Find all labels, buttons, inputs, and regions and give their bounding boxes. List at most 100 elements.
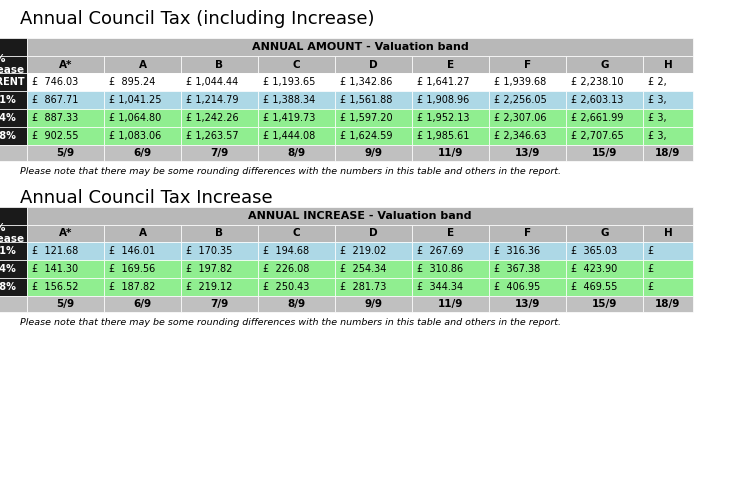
Text: G: G — [600, 60, 609, 70]
Text: £  344.34: £ 344.34 — [417, 282, 463, 292]
Bar — [489, 73, 566, 91]
Text: 18/9: 18/9 — [655, 148, 681, 158]
Text: £  141.30: £ 141.30 — [32, 264, 78, 274]
Text: 11/9: 11/9 — [438, 299, 463, 309]
Text: 15/9: 15/9 — [592, 148, 617, 158]
Text: Annual Council Tax (including Increase): Annual Council Tax (including Increase) — [20, 10, 374, 28]
Bar — [27, 109, 104, 127]
Text: ANNUAL INCREASE - Valuation band: ANNUAL INCREASE - Valuation band — [248, 211, 472, 221]
Bar — [489, 91, 566, 109]
Text: Annual Council Tax Increase: Annual Council Tax Increase — [20, 189, 273, 207]
Text: £ 1,242.26: £ 1,242.26 — [186, 113, 238, 123]
Text: £: £ — [648, 264, 657, 274]
Text: £ 2,: £ 2, — [648, 77, 667, 87]
Bar — [566, 260, 643, 278]
Bar — [181, 260, 258, 278]
Text: £ 1,561.88: £ 1,561.88 — [340, 95, 393, 105]
Text: B: B — [216, 228, 223, 238]
Bar — [0, 207, 27, 225]
Text: D: D — [369, 60, 378, 70]
Text: £: £ — [648, 246, 657, 256]
Bar — [0, 56, 27, 73]
Bar — [181, 278, 258, 296]
Bar — [181, 56, 258, 73]
Bar — [335, 91, 412, 109]
Text: £ 2,256.05: £ 2,256.05 — [494, 95, 547, 105]
Bar — [0, 73, 27, 91]
Text: E: E — [447, 60, 454, 70]
Bar — [0, 38, 27, 56]
Text: Please note that there may be some rounding differences with the numbers in this: Please note that there may be some round… — [20, 318, 561, 327]
Text: £ 1,388.34: £ 1,388.34 — [263, 95, 315, 105]
Text: £  219.02: £ 219.02 — [340, 246, 387, 256]
Text: 3.31%: 3.31% — [0, 95, 17, 105]
Bar — [104, 109, 181, 127]
Text: £  746.03: £ 746.03 — [32, 77, 78, 87]
Text: £  169.56: £ 169.56 — [109, 264, 155, 274]
Text: 13/9: 13/9 — [515, 299, 540, 309]
Bar — [566, 278, 643, 296]
Bar — [412, 91, 489, 109]
Bar — [27, 296, 104, 312]
Text: 6.98%: 6.98% — [0, 282, 17, 292]
Bar — [0, 91, 27, 109]
Bar — [0, 278, 27, 296]
Text: %
Increase: % Increase — [0, 222, 25, 244]
Text: H: H — [663, 228, 672, 238]
Text: £ 2,238.10: £ 2,238.10 — [571, 77, 623, 87]
Text: £ 1,939.68: £ 1,939.68 — [494, 77, 546, 87]
Text: C: C — [293, 228, 300, 238]
Text: 8/9: 8/9 — [287, 299, 305, 309]
Bar — [335, 242, 412, 260]
Text: 6/9: 6/9 — [133, 299, 152, 309]
Bar — [104, 145, 181, 161]
Bar — [566, 73, 643, 91]
Text: £ 1,444.08: £ 1,444.08 — [263, 131, 315, 141]
Bar — [0, 127, 27, 145]
Bar — [566, 56, 643, 73]
Text: £  170.35: £ 170.35 — [186, 246, 232, 256]
Bar — [566, 109, 643, 127]
Bar — [643, 127, 693, 145]
Bar — [27, 225, 104, 242]
Bar — [104, 278, 181, 296]
Bar — [0, 296, 27, 312]
Text: £ 1,985.61: £ 1,985.61 — [417, 131, 469, 141]
Bar — [643, 91, 693, 109]
Text: £  281.73: £ 281.73 — [340, 282, 387, 292]
Bar — [27, 207, 693, 225]
Text: £ 2,307.06: £ 2,307.06 — [494, 113, 547, 123]
Text: £ 1,641.27: £ 1,641.27 — [417, 77, 469, 87]
Bar — [643, 145, 693, 161]
Bar — [104, 73, 181, 91]
Bar — [566, 242, 643, 260]
Bar — [335, 296, 412, 312]
Text: 5/9: 5/9 — [56, 148, 74, 158]
Text: £ 2,346.63: £ 2,346.63 — [494, 131, 547, 141]
Bar — [27, 145, 104, 161]
Text: £ 2,707.65: £ 2,707.65 — [571, 131, 623, 141]
Text: £  250.43: £ 250.43 — [263, 282, 309, 292]
Text: A: A — [138, 60, 147, 70]
Bar — [335, 260, 412, 278]
Bar — [566, 91, 643, 109]
Bar — [0, 145, 27, 161]
Text: £  156.52: £ 156.52 — [32, 282, 78, 292]
Bar — [643, 225, 693, 242]
Text: £  121.68: £ 121.68 — [32, 246, 78, 256]
Text: £ 1,214.79: £ 1,214.79 — [186, 95, 238, 105]
Bar — [181, 242, 258, 260]
Bar — [0, 242, 27, 260]
Text: £ 1,624.59: £ 1,624.59 — [340, 131, 393, 141]
Bar — [181, 91, 258, 109]
Bar — [104, 296, 181, 312]
Bar — [566, 225, 643, 242]
Text: £ 1,263.57: £ 1,263.57 — [186, 131, 238, 141]
Text: £: £ — [648, 282, 657, 292]
Bar — [412, 296, 489, 312]
Bar — [258, 278, 335, 296]
Text: £ 1,064.80: £ 1,064.80 — [109, 113, 161, 123]
Bar — [489, 278, 566, 296]
Text: £ 1,342.86: £ 1,342.86 — [340, 77, 393, 87]
Bar — [412, 127, 489, 145]
